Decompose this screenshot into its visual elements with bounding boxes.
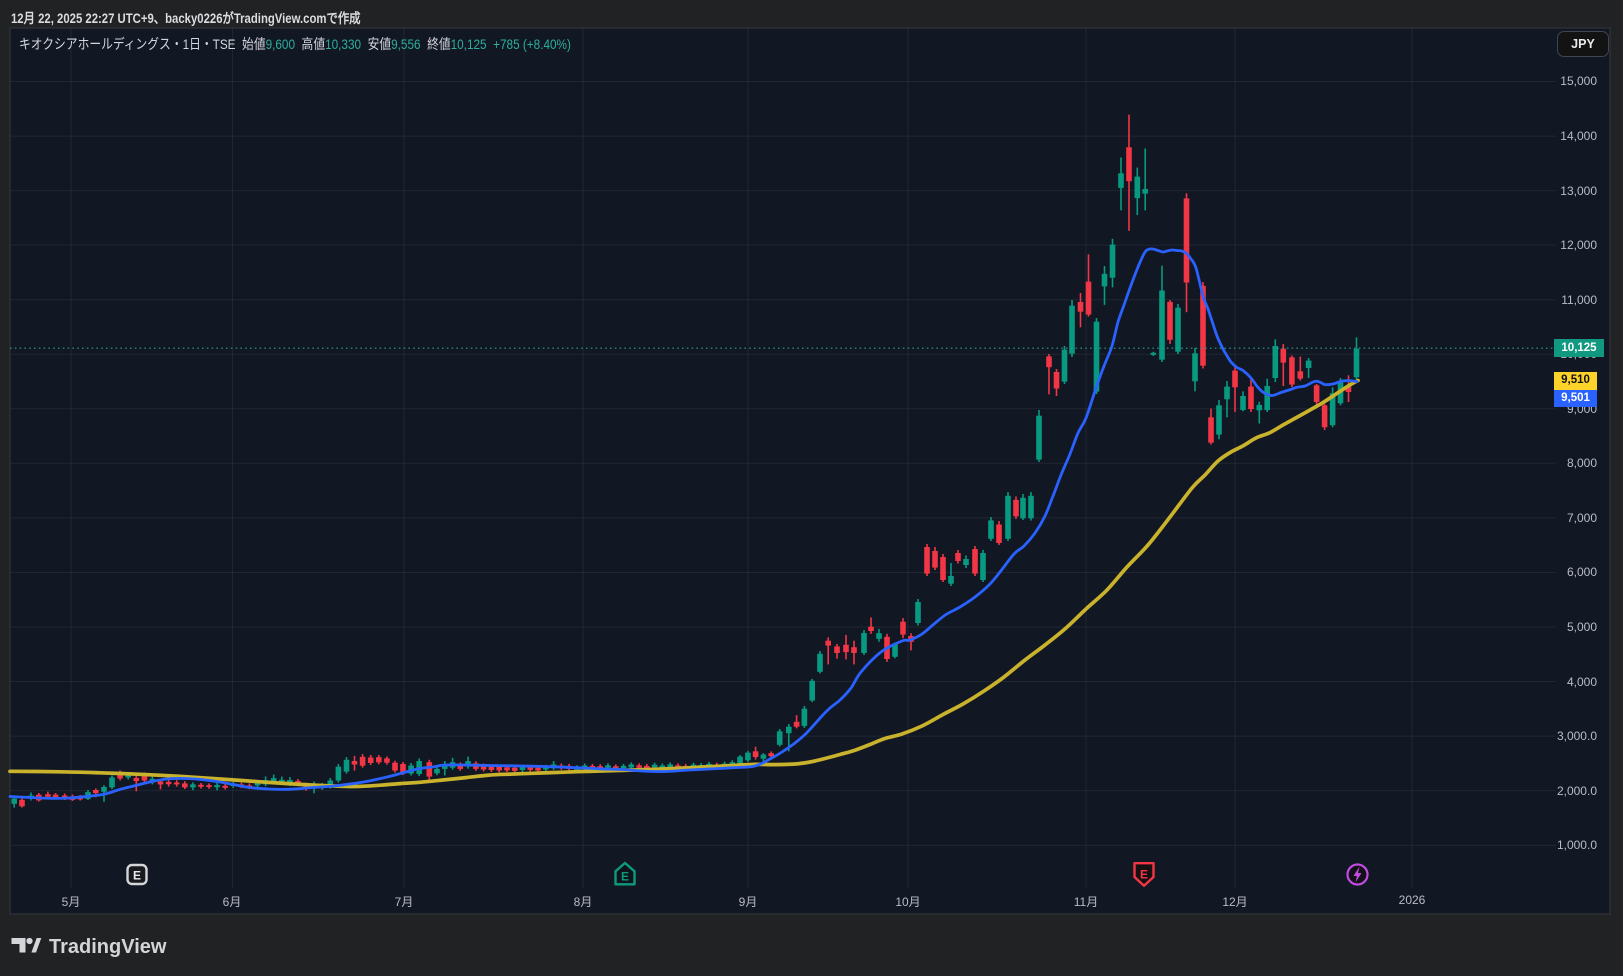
svg-text:E: E — [133, 869, 141, 883]
svg-text:TradingView: TradingView — [49, 936, 167, 958]
svg-text:E: E — [621, 870, 629, 884]
svg-text:E: E — [1140, 868, 1148, 882]
